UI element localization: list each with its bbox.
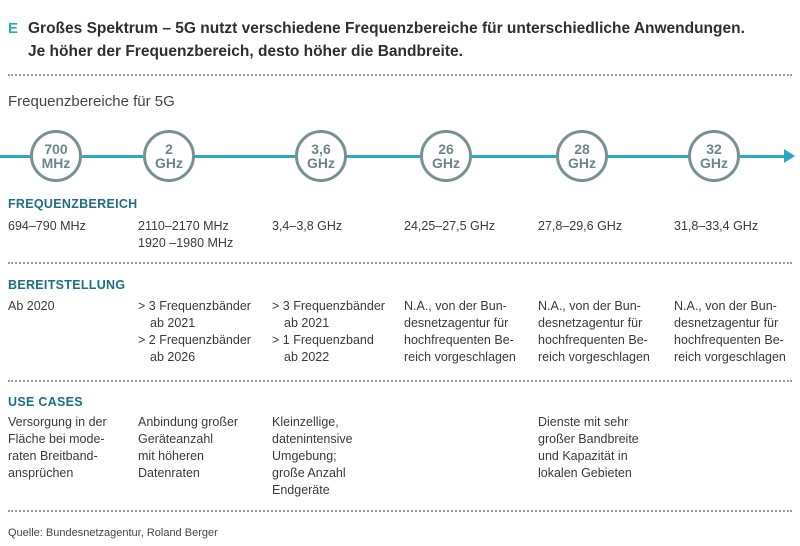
bereitstellung-cell-32ghz: N.A., von der Bun- desnetzagentur für ho… <box>674 298 786 366</box>
cell-line: 2110–2170 MHz <box>138 219 229 233</box>
cell-line: ab 2026 <box>150 350 196 364</box>
cell-line: 3,4–3,8 GHz <box>272 219 343 233</box>
band-value: 3,6 <box>311 141 331 157</box>
cell-line: > 3 Frequenzbänder <box>272 299 385 313</box>
cell-line: Datenraten <box>138 466 200 480</box>
band-value: 32 <box>706 141 722 157</box>
cell-line: Fläche bei mode- <box>8 432 105 446</box>
cell-line: 27,8–29,6 GHz <box>538 219 623 233</box>
cell-line: Kleinzellige, <box>272 415 339 429</box>
cell-line: > 3 Frequenzbänder <box>138 299 251 313</box>
band-value: 26 <box>438 141 454 157</box>
cell-line: großer Bandbreite <box>538 432 639 446</box>
cell-line: ab 2021 <box>150 316 196 330</box>
frequency-axis <box>0 155 786 158</box>
cell-line: hochfrequenten Be- <box>404 333 514 347</box>
cell-line: und Kapazität in <box>538 449 628 463</box>
cell-line: datenintensive <box>272 432 353 446</box>
cell-line: ab 2022 <box>284 350 330 364</box>
frequenzbereich-cell-3-6ghz: 3,4–3,8 GHz <box>272 218 342 235</box>
section-title-bereitstellung: BEREITSTELLUNG <box>8 278 126 292</box>
usecase-cell-28ghz: Dienste mit sehr großer Bandbreite und K… <box>538 414 639 482</box>
divider <box>8 262 792 264</box>
frequenzbereich-cell-28ghz: 27,8–29,6 GHz <box>538 218 622 235</box>
cell-line: reich vorgeschlagen <box>404 350 516 364</box>
cell-line: 31,8–33,4 GHz <box>674 219 759 233</box>
band-unit: GHz <box>155 155 183 171</box>
divider <box>8 380 792 382</box>
band-circle-32ghz: 32 GHz <box>688 130 740 182</box>
diagram-subtitle: Frequenzbereiche für 5G <box>8 93 175 110</box>
cell-line: desnetzagentur für <box>674 316 779 330</box>
cell-line: ansprüchen <box>8 466 74 480</box>
bereitstellung-cell-26ghz: N.A., von der Bun- desnetzagentur für ho… <box>404 298 516 366</box>
source-note: Quelle: Bundesnetzagentur, Roland Berger <box>8 527 218 539</box>
band-circle-28ghz: 28 GHz <box>556 130 608 182</box>
cell-line: Anbindung großer <box>138 415 239 429</box>
bereitstellung-cell-28ghz: N.A., von der Bun- desnetzagentur für ho… <box>538 298 650 366</box>
cell-line: > 1 Frequenzband <box>272 333 374 347</box>
cell-line: 24,25–27,5 GHz <box>404 219 496 233</box>
headline-line-2: Je höher der Frequenzbereich, desto höhe… <box>28 43 463 60</box>
band-unit: GHz <box>700 155 728 171</box>
band-unit: MHz <box>41 155 71 171</box>
section-title-use-cases: USE CASES <box>8 395 83 409</box>
frequenzbereich-cell-32ghz: 31,8–33,4 GHz <box>674 218 758 235</box>
bereitstellung-cell-2ghz: > 3 Frequenzbänder ab 2021 > 2 Frequenzb… <box>138 298 251 366</box>
cell-line: lokalen Gebieten <box>538 466 632 480</box>
cell-line: Versorgung in der <box>8 415 107 429</box>
axis-arrow-icon <box>784 149 795 163</box>
band-circle-2ghz: 2 GHz <box>143 130 195 182</box>
band-unit: GHz <box>568 155 596 171</box>
section-title-frequenzbereich: FREQUENZBEREICH <box>8 197 138 211</box>
bereitstellung-cell-3-6ghz: > 3 Frequenzbänder ab 2021 > 1 Frequenzb… <box>272 298 385 366</box>
headline-line-1: Großes Spektrum – 5G nutzt verschiedene … <box>28 20 745 37</box>
cell-line: raten Breitband- <box>8 449 98 463</box>
cell-line: Endgeräte <box>272 483 330 497</box>
cell-line: 1920 –1980 MHz <box>138 236 234 250</box>
bereitstellung-cell-700mhz: Ab 2020 <box>8 298 55 315</box>
band-unit: GHz <box>307 155 335 171</box>
cell-line: reich vorgeschlagen <box>538 350 650 364</box>
cell-line: Umgebung; <box>272 449 337 463</box>
usecase-cell-3-6ghz: Kleinzellige, datenintensive Umgebung; g… <box>272 414 353 499</box>
cell-line: > 2 Frequenzbänder <box>138 333 251 347</box>
band-circle-700mhz: 700 MHz <box>30 130 82 182</box>
cell-line: N.A., von der Bun- <box>404 299 507 313</box>
cell-line: ab 2021 <box>284 316 330 330</box>
band-circle-3-6ghz: 3,6 GHz <box>295 130 347 182</box>
cell-line: hochfrequenten Be- <box>674 333 784 347</box>
frequenzbereich-cell-26ghz: 24,25–27,5 GHz <box>404 218 495 235</box>
cell-line: hochfrequenten Be- <box>538 333 648 347</box>
band-unit: GHz <box>432 155 460 171</box>
cell-line: 694–790 MHz <box>8 219 86 233</box>
usecase-cell-2ghz: Anbindung großer Geräteanzahl mit höhere… <box>138 414 238 482</box>
cell-line: Ab 2020 <box>8 299 55 313</box>
cell-line: Geräteanzahl <box>138 432 214 446</box>
cell-line: desnetzagentur für <box>538 316 643 330</box>
usecase-cell-700mhz: Versorgung in der Fläche bei mode- raten… <box>8 414 107 482</box>
band-value: 28 <box>574 141 590 157</box>
band-value: 2 <box>165 141 173 157</box>
cell-line: N.A., von der Bun- <box>538 299 641 313</box>
cell-line: Dienste mit sehr <box>538 415 629 429</box>
cell-line: desnetzagentur für <box>404 316 509 330</box>
cell-line: große Anzahl <box>272 466 346 480</box>
figure-letter: E <box>8 20 19 37</box>
frequenzbereich-cell-2ghz: 2110–2170 MHz 1920 –1980 MHz <box>138 218 233 252</box>
band-circle-26ghz: 26 GHz <box>420 130 472 182</box>
divider <box>8 74 792 76</box>
frequenzbereich-cell-700mhz: 694–790 MHz <box>8 218 86 235</box>
divider <box>8 510 792 512</box>
cell-line: reich vorgeschlagen <box>674 350 786 364</box>
cell-line: mit höheren <box>138 449 205 463</box>
band-value: 700 <box>44 141 68 157</box>
cell-line: N.A., von der Bun- <box>674 299 777 313</box>
